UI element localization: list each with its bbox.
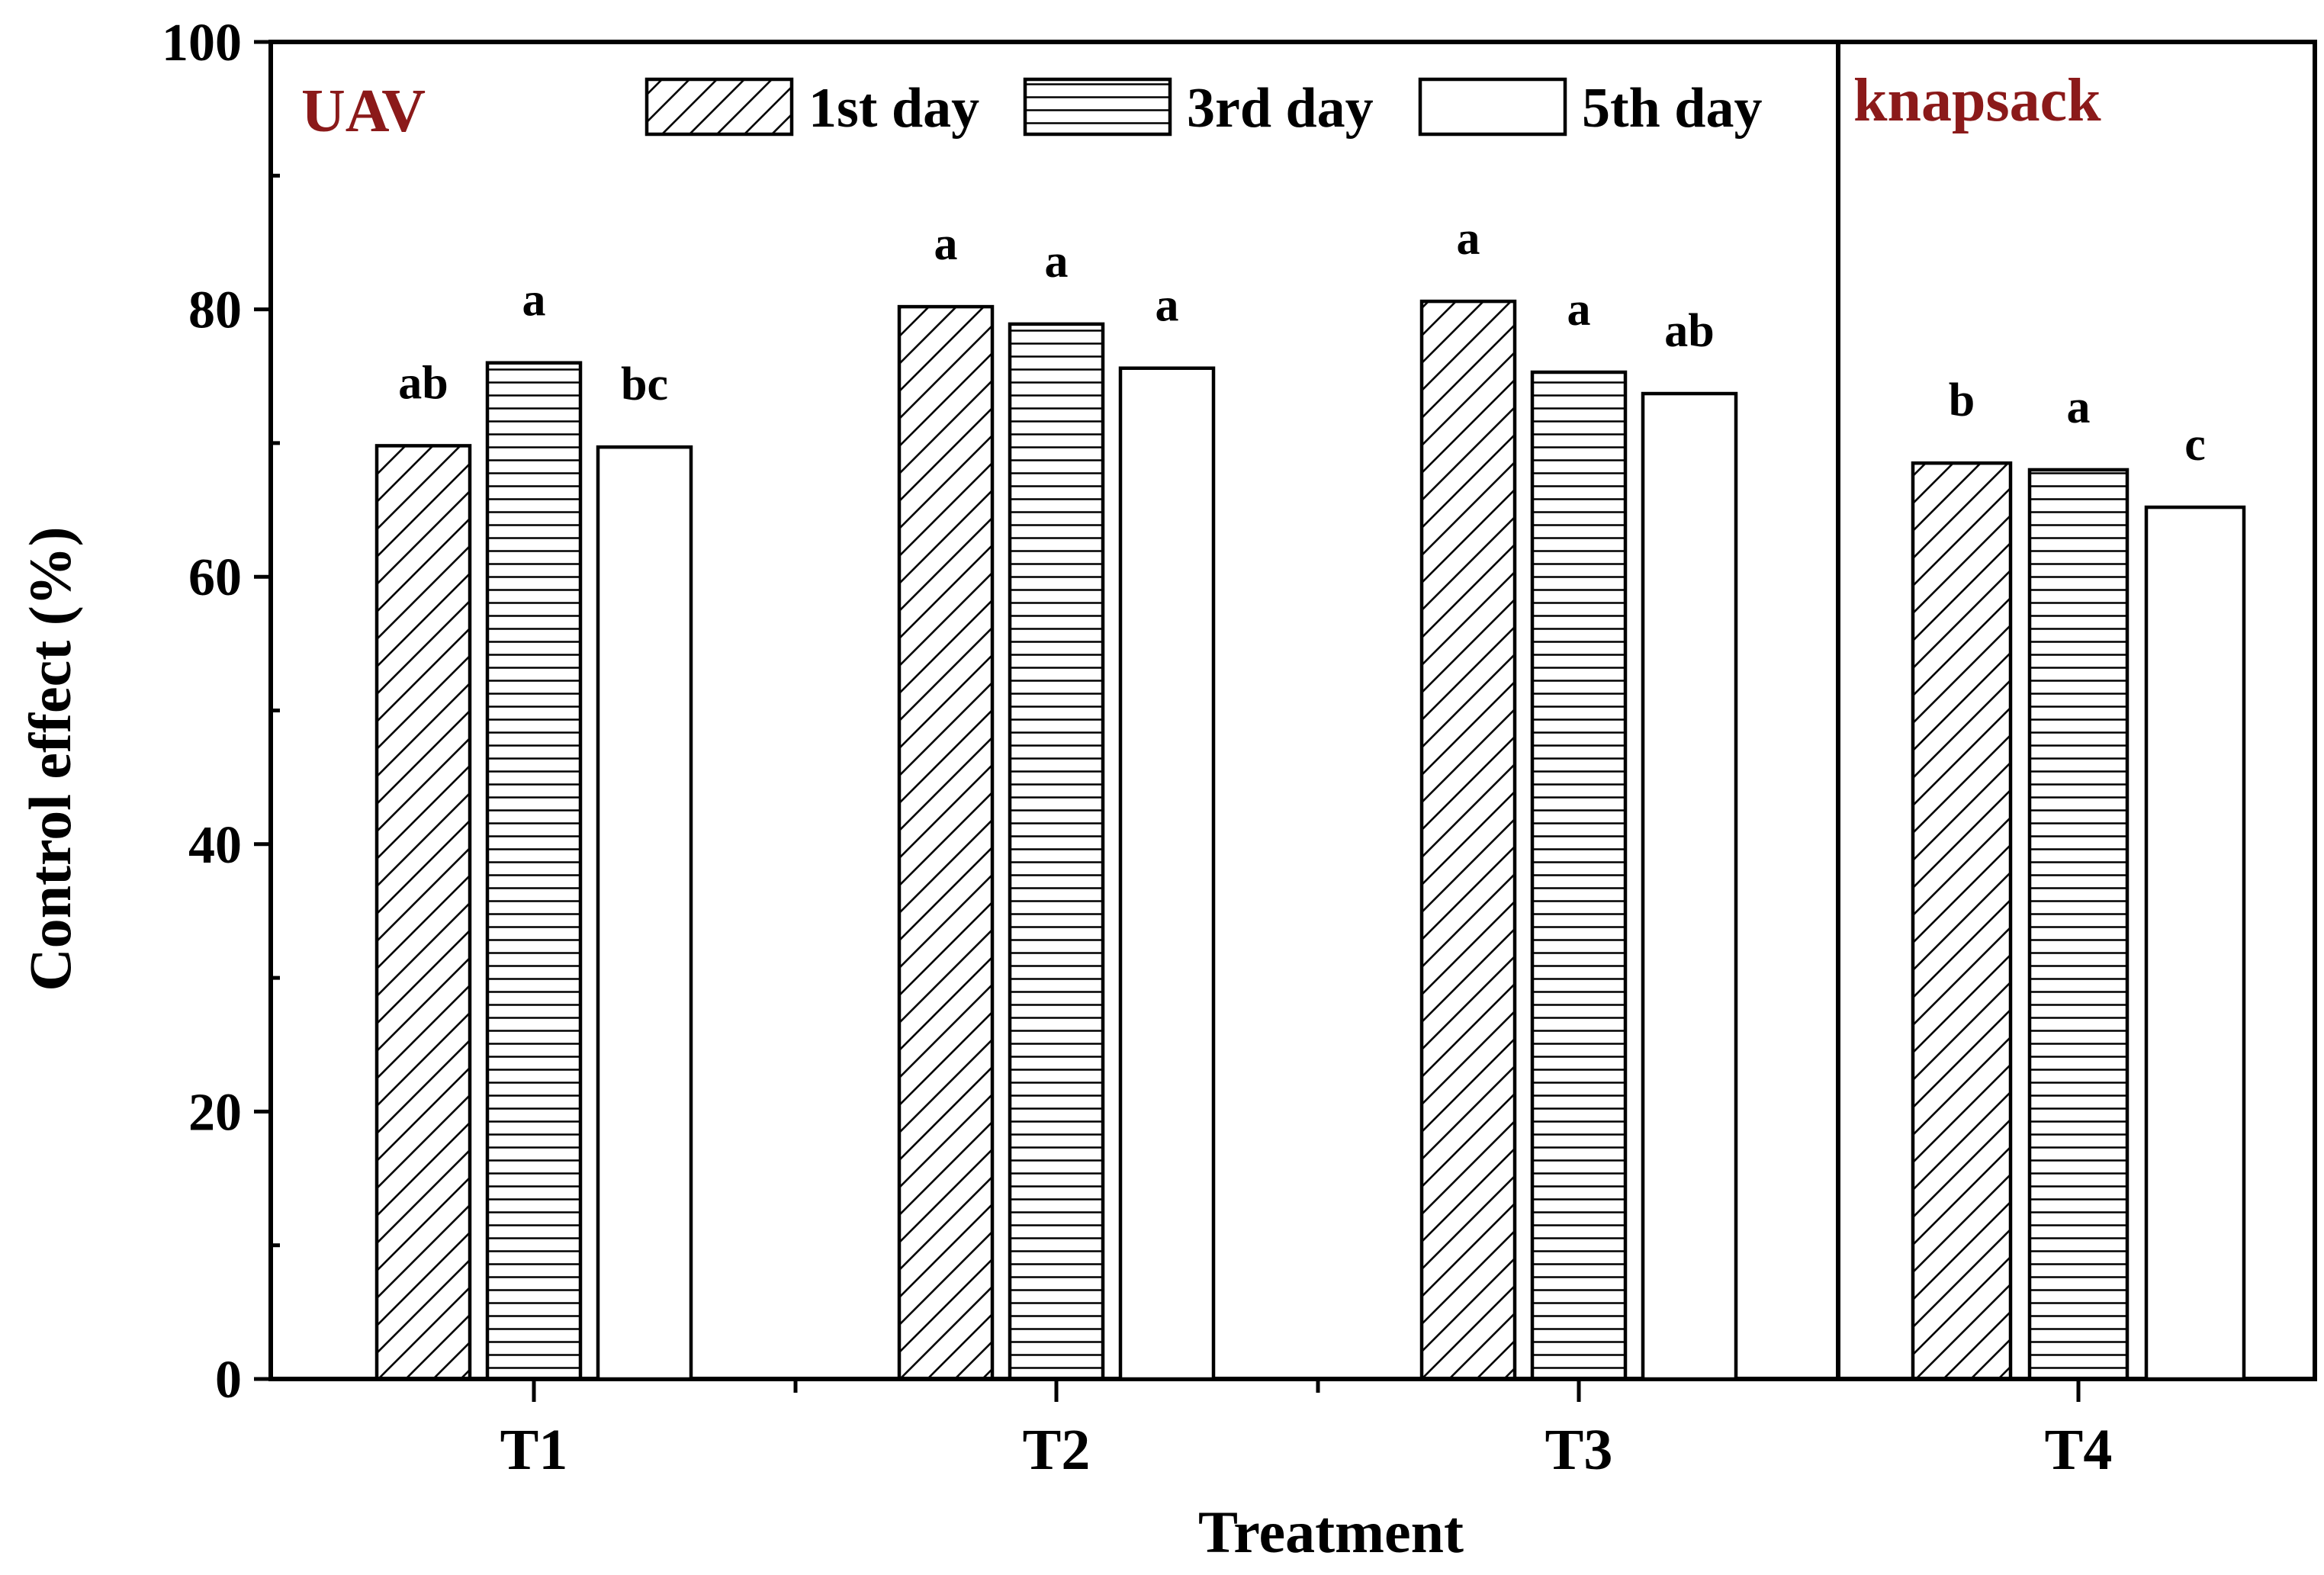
bar-t1-1st-day <box>374 444 472 1381</box>
significance-label: bc <box>621 358 668 410</box>
bar-t2-3rd-day <box>1008 322 1105 1381</box>
x-tick-label: T4 <box>2045 1418 2113 1482</box>
legend-label: 1st day <box>808 77 979 140</box>
group-label-knapsack: knapsack <box>1853 67 2101 134</box>
significance-label: c <box>2184 419 2206 471</box>
x-tick-label: T1 <box>500 1418 568 1482</box>
legend-label: 5th day <box>1582 77 1762 140</box>
legend-swatch-5th-day <box>1418 77 1567 137</box>
bar-t3-1st-day <box>1419 299 1517 1381</box>
bar-t2-5th-day <box>1118 366 1216 1381</box>
significance-label: a <box>1567 284 1591 336</box>
y-tick-label: 0 <box>215 1351 242 1409</box>
significance-labels: ab a bc a a a a a ab b a c <box>398 213 2206 471</box>
bar-t4-1st-day <box>1911 461 2013 1381</box>
significance-label: a <box>1045 236 1069 288</box>
bar-t3-5th-day <box>1641 391 1738 1381</box>
significance-label: a <box>934 218 958 270</box>
significance-label: a <box>1156 280 1179 332</box>
legend-swatch-1st-day <box>644 77 794 137</box>
y-tick-label: 80 <box>188 281 242 340</box>
significance-label: b <box>1949 374 1975 426</box>
legend-swatch-3rd-day <box>1023 77 1172 137</box>
bar-t1-5th-day <box>596 445 693 1381</box>
significance-label: ab <box>398 357 448 409</box>
significance-label: a <box>2067 381 2091 433</box>
group-labels: UAV knapsack <box>301 67 2101 145</box>
x-tick-label: T3 <box>1545 1418 1613 1482</box>
group-label-uav: UAV <box>301 78 426 145</box>
legend: 1st day 3rd day 5th day <box>644 77 1762 140</box>
significance-label: ab <box>1664 305 1714 357</box>
y-tick-label: 20 <box>188 1083 242 1142</box>
legend-label: 3rd day <box>1187 77 1374 140</box>
significance-label: a <box>522 275 546 326</box>
y-tick-label: 100 <box>162 14 242 72</box>
y-tick-label: 60 <box>188 548 242 607</box>
x-tick-label: T2 <box>1023 1418 1091 1482</box>
bar-t2-1st-day <box>897 304 995 1381</box>
bar-t4-5th-day <box>2144 505 2246 1381</box>
y-tick-label: 40 <box>188 816 242 875</box>
bar-t4-3rd-day <box>2027 468 2130 1381</box>
x-axis: T1 T2 T3 T4 <box>500 1379 2113 1482</box>
x-axis-title: Treatment <box>1198 1499 1464 1565</box>
bar-t1-3rd-day <box>485 361 583 1381</box>
y-axis: 0 20 40 60 80 100 <box>162 14 280 1409</box>
significance-label: a <box>1457 213 1480 265</box>
y-axis-title: Control effect (%) <box>17 526 83 991</box>
bar-t3-3rd-day <box>1530 370 1628 1381</box>
bars <box>374 299 2246 1381</box>
